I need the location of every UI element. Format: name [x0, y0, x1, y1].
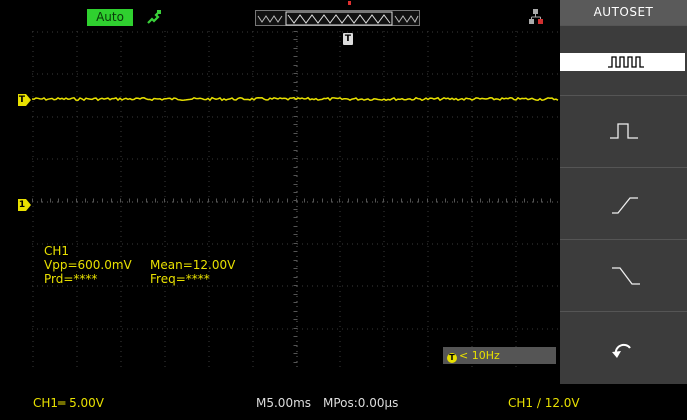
ch1-ground-label: 1 [18, 199, 26, 211]
trigger-frequency-value: < 10Hz [459, 349, 500, 362]
usb-icon [528, 8, 544, 26]
measure-vpp: Vpp=600.0mV [44, 258, 132, 272]
multi-period-button[interactable] [560, 25, 687, 95]
rising-edge-button[interactable] [560, 167, 687, 239]
autoset-menu: AUTOSET [560, 0, 687, 384]
trigger-position-indicator [348, 1, 351, 5]
run-status-badge: Auto [87, 9, 133, 26]
trigger-level-label: T [18, 94, 26, 106]
trigger-level-marker[interactable]: T [18, 94, 31, 106]
waveform-display[interactable] [32, 31, 559, 370]
single-period-button[interactable] [560, 95, 687, 167]
trigger-setting: CH1 ∕ 12.0V [508, 396, 580, 410]
measure-freq: Freq=**** [150, 272, 210, 286]
trigger-point-marker: T [343, 33, 353, 45]
memory-depth-strip [255, 10, 420, 26]
falling-edge-button[interactable] [560, 239, 687, 311]
mpos: MPos:0.00µs [323, 396, 399, 410]
measure-prd: Prd=**** [44, 272, 98, 286]
probe-icon [145, 8, 163, 26]
menu-title: AUTOSET [560, 0, 687, 25]
measure-channel: CH1 [44, 244, 70, 258]
top-status-bar: Auto [0, 0, 560, 30]
rising-edge-icon [612, 197, 638, 214]
graticule [32, 31, 558, 367]
measure-mean: Mean=12.00V [150, 258, 236, 272]
ch1-scale: CH1═ 5.00V [33, 396, 105, 410]
measurement-panel: CH1 Vpp=600.0mV Mean=12.00V Prd=**** Fre… [44, 244, 235, 286]
ch1-ground-marker[interactable]: 1 [18, 199, 31, 211]
falling-edge-icon [612, 267, 640, 285]
trigger-level-arrow [26, 94, 31, 106]
trigger-icon: T [447, 353, 457, 363]
timebase: M5.00ms [256, 396, 312, 410]
undo-button[interactable] [560, 311, 687, 384]
multi-period-icon [608, 56, 644, 68]
bottom-status-bar: CH1═ 5.00V M5.00ms MPos:0.00µs CH1 ∕ 12.… [0, 384, 687, 420]
single-period-icon [610, 123, 638, 139]
ch1-ground-arrow [26, 199, 31, 211]
ch1-waveform-trace [32, 96, 559, 102]
trigger-frequency-readout: T < 10Hz [443, 347, 556, 364]
